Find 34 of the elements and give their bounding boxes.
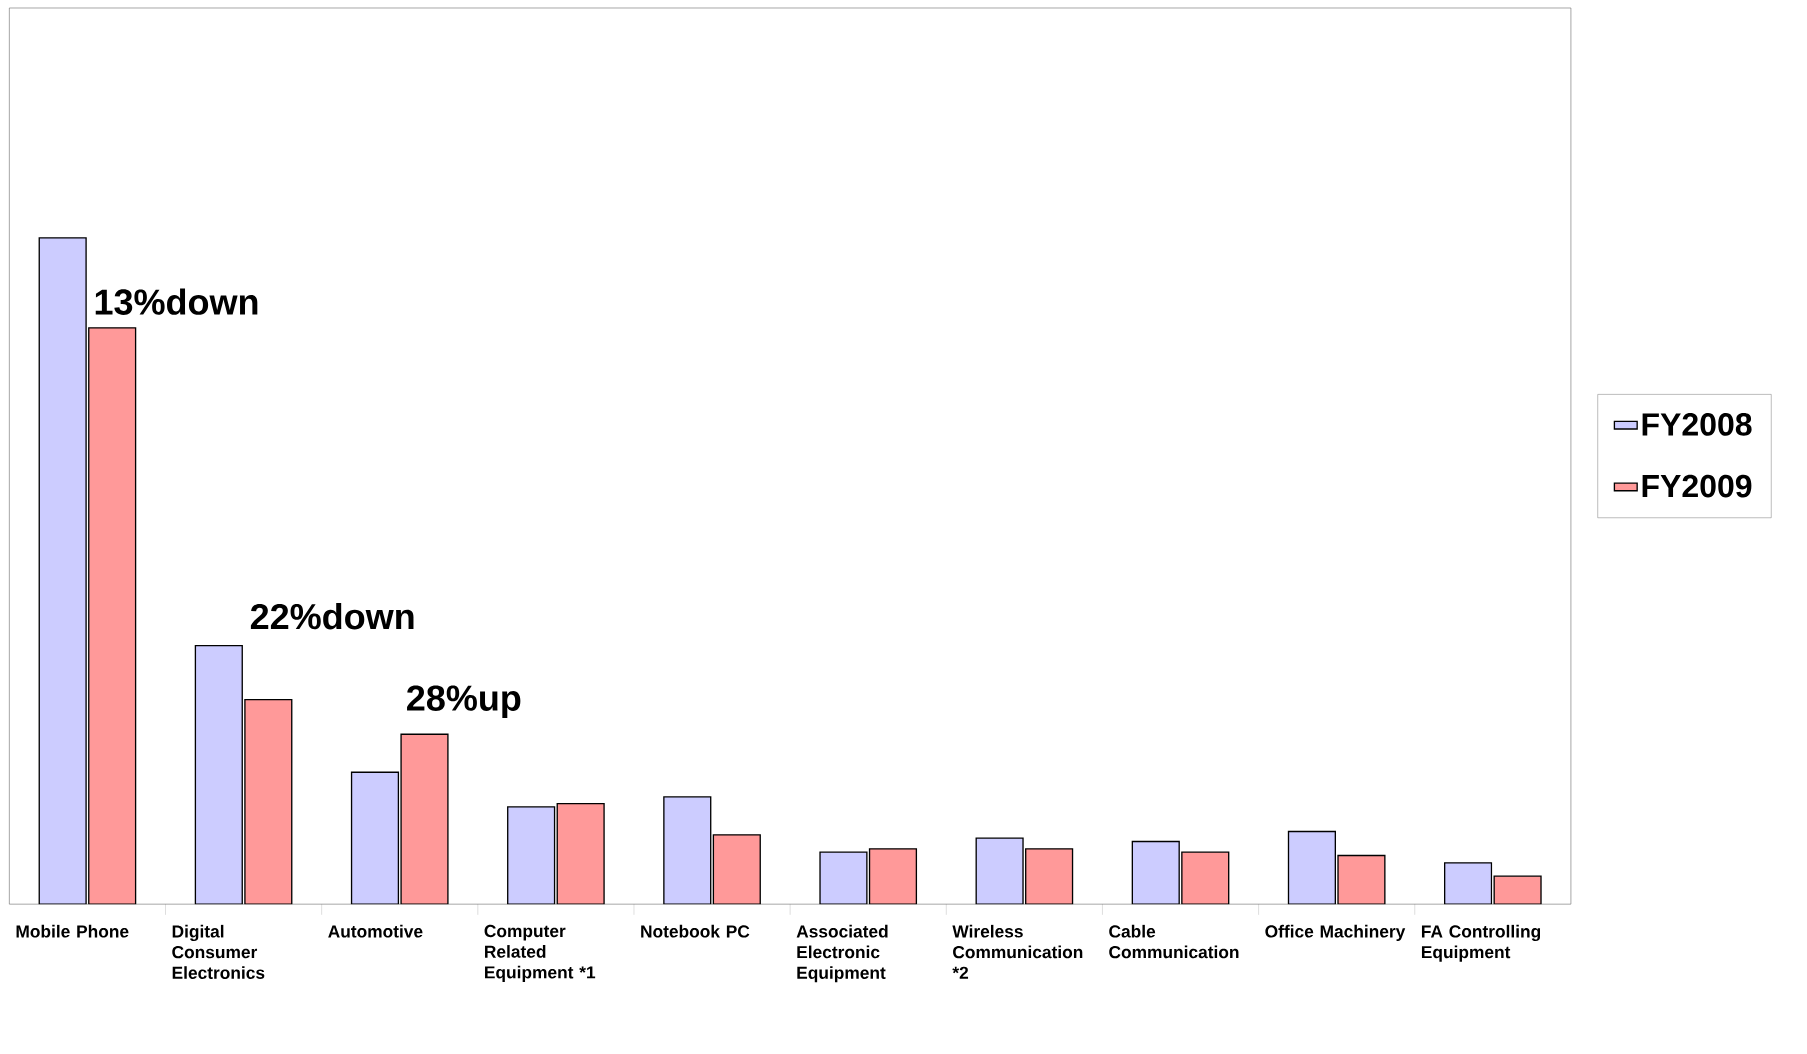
x-tick-label: Digital Consumer Electronics xyxy=(172,925,265,980)
bar xyxy=(1025,848,1074,905)
bar xyxy=(556,803,605,905)
x-tick-label: Associated Electronic Equipment xyxy=(796,925,888,983)
bar xyxy=(819,851,868,905)
legend-label: FY2008 xyxy=(1642,413,1752,436)
bar xyxy=(351,772,399,905)
bar xyxy=(1287,831,1337,905)
bar xyxy=(244,699,293,905)
annotation: 13%down xyxy=(95,288,258,316)
bar xyxy=(663,796,712,905)
x-tick-label: Mobile Phone xyxy=(16,925,129,938)
bar xyxy=(1181,851,1230,905)
x-tick-label: Notebook PC xyxy=(641,925,750,938)
x-tick-label: Cable Communication xyxy=(1109,925,1239,959)
bar xyxy=(507,806,556,905)
bar xyxy=(868,848,918,905)
x-tick-label: Computer Related Equipment *1 xyxy=(484,925,596,983)
legend-label: FY2009 xyxy=(1642,474,1752,498)
bar xyxy=(38,237,87,905)
bar xyxy=(1337,855,1386,905)
bar xyxy=(1131,841,1180,905)
annotation: 22%down xyxy=(250,603,414,630)
bar xyxy=(712,834,761,905)
x-tick-label: Automotive xyxy=(328,925,423,938)
bar xyxy=(88,327,137,905)
bar xyxy=(194,645,243,905)
x-tick-label: FA Controlling Equipment xyxy=(1421,925,1541,962)
bar xyxy=(1443,862,1493,905)
bar xyxy=(975,837,1024,905)
x-tick-label: Wireless Communication *2 xyxy=(952,925,1083,980)
bar xyxy=(401,734,448,905)
annotation: 28%up xyxy=(407,685,521,719)
x-tick-label: Office Machinery xyxy=(1265,925,1406,942)
